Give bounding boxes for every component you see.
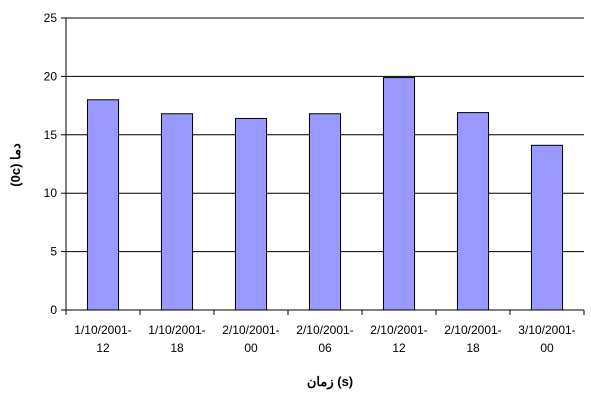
axes [61, 17, 585, 315]
bars [86, 77, 564, 311]
x-tick-label: 2/10/2001- [222, 323, 279, 337]
x-tick-label: 12 [392, 341, 406, 355]
x-axis-title: زمان (s) [307, 374, 353, 390]
x-tick-label: 12 [96, 341, 110, 355]
y-tick-label: 5 [50, 245, 57, 259]
x-tick-label: 2/10/2001- [444, 323, 501, 337]
y-tick-label: 0 [50, 303, 57, 317]
bar [234, 117, 268, 311]
y-axis-title: دما (0c) [8, 143, 23, 187]
x-tick-label: 2/10/2001- [370, 323, 427, 337]
y-tick-label: 15 [44, 128, 58, 142]
y-tick-label: 10 [44, 186, 58, 200]
bar [86, 99, 120, 311]
x-tick-labels: 1/10/2001- 12 1/10/2001- 18 2/10/2001- 00 2/10… [74, 323, 575, 355]
x-tick-label: 00 [540, 341, 554, 355]
bar [382, 77, 416, 311]
y-tick-labels: 0 5 10 15 20 25 [44, 11, 58, 317]
bar [456, 112, 490, 311]
x-tick-label: 18 [466, 341, 480, 355]
x-tick-label: 2/10/2001- [296, 323, 353, 337]
y-tick-label: 25 [44, 11, 58, 25]
x-tick-label: 00 [244, 341, 258, 355]
x-tick-label: 3/10/2001- [518, 323, 575, 337]
x-tick-label: 1/10/2001- [74, 323, 131, 337]
bar [160, 113, 194, 311]
x-tick-label: 06 [318, 341, 332, 355]
y-tick-label: 20 [44, 69, 58, 83]
x-tick-label: 18 [170, 341, 184, 355]
bar [530, 144, 564, 311]
bar [308, 113, 342, 311]
x-tick-label: 1/10/2001- [148, 323, 205, 337]
